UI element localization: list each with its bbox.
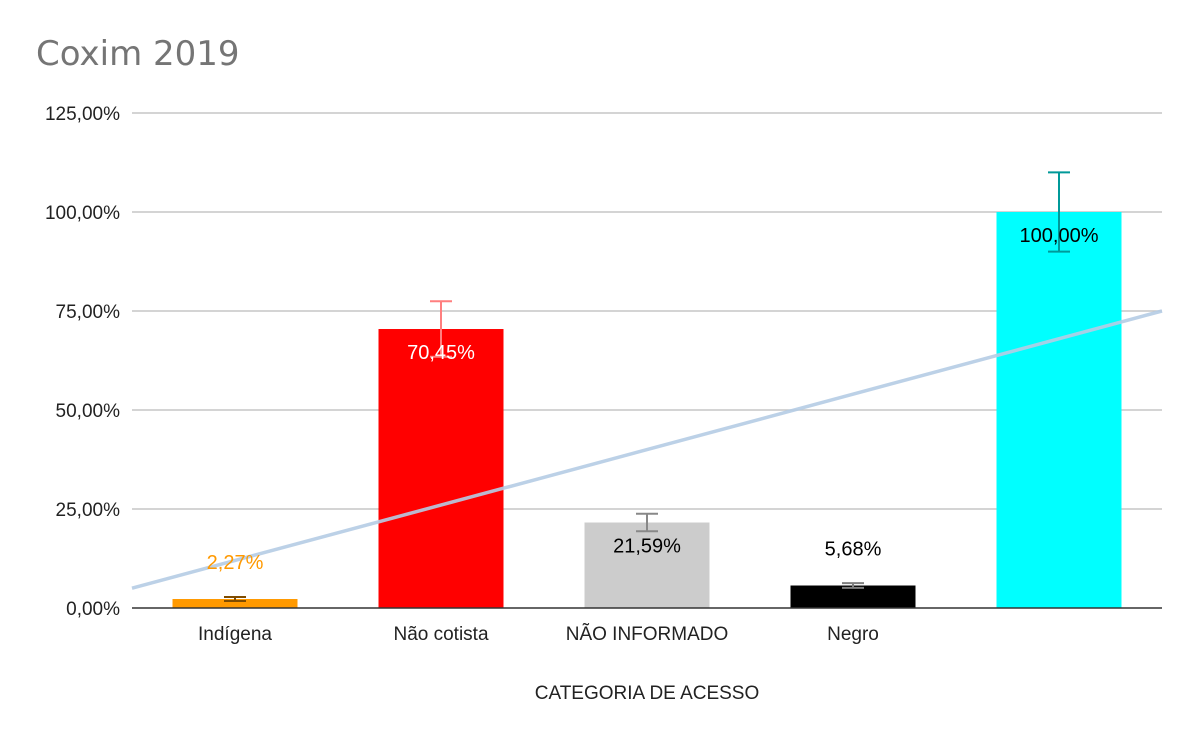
y-tick-label: 125,00% (45, 104, 120, 125)
x-tick-label: Negro (827, 624, 879, 645)
data-label: 70,45% (407, 342, 475, 364)
y-tick-label: 25,00% (56, 500, 121, 521)
bar (378, 329, 504, 608)
x-tick-label: Não cotista (393, 624, 488, 645)
y-tick-label: 100,00% (45, 203, 120, 224)
y-tick-label: 50,00% (56, 401, 121, 422)
bar (172, 599, 298, 608)
x-axis-title: CATEGORIA DE ACESSO (535, 683, 760, 704)
data-label: 2,27% (207, 552, 264, 574)
data-label: 100,00% (1020, 225, 1099, 247)
chart-title: Coxim 2019 (36, 34, 240, 74)
y-tick-label: 75,00% (56, 302, 121, 323)
trendline (131, 309, 1163, 590)
x-tick-label: NÃO INFORMADO (566, 623, 729, 645)
bar (996, 212, 1122, 608)
data-label: 21,59% (613, 536, 681, 558)
data-label: 5,68% (825, 539, 882, 561)
bar (790, 585, 916, 608)
y-tick-label: 0,00% (66, 599, 120, 620)
x-tick-label: Indígena (198, 624, 272, 645)
bar (584, 522, 710, 608)
